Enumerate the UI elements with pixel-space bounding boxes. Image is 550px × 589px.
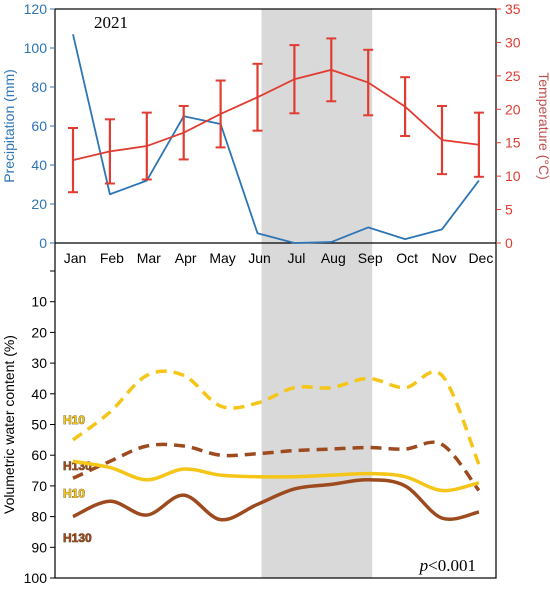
temperature-error-bar [473, 111, 484, 178]
water-content-axis-label: Volumetric water content (%) [1, 335, 17, 514]
temperature-error-bar [326, 37, 337, 103]
temperature-tick-label: 10 [505, 168, 521, 184]
month-axis-labels: Jan Feb Mar Apr May Jun Jul Aug Sep Oct Nov Dec [64, 250, 494, 266]
month-label: May [209, 250, 235, 266]
temperature-error-bar [437, 104, 447, 176]
temperature-tick-label: 35 [505, 1, 521, 17]
panel-title-year: 2021 [94, 13, 128, 32]
temperature-series [68, 37, 484, 194]
water-content-tick-label: 70 [31, 478, 47, 494]
water-content-tick-label: 30 [31, 355, 47, 371]
month-label: Oct [396, 250, 418, 266]
month-label: Mar [137, 250, 161, 266]
precipitation-axis-ticks: 0 20 40 60 80 100 120 [24, 1, 55, 251]
temperature-error-bar [68, 127, 78, 194]
water-content-tick-label: 50 [31, 417, 47, 433]
precipitation-tick-label: 40 [31, 157, 47, 173]
precipitation-axis-label: Precipitation (mm) [1, 69, 17, 183]
dashed-h10-line [71, 369, 481, 466]
temperature-axis-ticks: 0 5 10 15 20 25 30 35 [496, 1, 521, 251]
temperature-tick-label: 15 [505, 135, 521, 151]
series-label-h10: H10 [63, 413, 85, 427]
plot-frame [54, 8, 497, 579]
temperature-error-bar [178, 104, 189, 161]
water-content-tick-label: 10 [31, 294, 47, 310]
bottom-panel-soil-moisture: 10 20 30 40 50 60 70 80 90 100 Volumetric water c… [1, 270, 481, 586]
month-label: Jan [64, 250, 87, 266]
water-content-tick-label: 90 [31, 539, 47, 555]
solid-h130-line [72, 478, 480, 522]
p-value-annotation: p<0.001 [419, 556, 476, 575]
temperature-tick-label: 5 [505, 202, 513, 218]
temperature-error-bar [289, 44, 300, 115]
month-label: Aug [321, 250, 346, 266]
temperature-axis-label: Temperature (°C) [536, 72, 550, 180]
temperature-line [72, 68, 480, 161]
temperature-error-bar [141, 111, 152, 181]
precipitation-tick-label: 60 [31, 118, 47, 134]
water-content-tick-label: 60 [31, 447, 47, 463]
series-label-h10: H10 [63, 487, 85, 501]
dashed-h130-line [72, 440, 481, 492]
temperature-error-bar [104, 118, 115, 185]
precipitation-tick-label: 20 [31, 196, 47, 212]
temperature-tick-label: 20 [505, 101, 521, 117]
water-content-tick-label: 100 [24, 570, 48, 586]
precipitation-line [72, 34, 480, 244]
precipitation-series [72, 34, 480, 244]
precipitation-tick-label: 120 [24, 1, 48, 17]
temperature-error-bar [252, 62, 263, 132]
temperature-error-bar [400, 76, 411, 138]
temperature-tick-label: 30 [505, 34, 521, 50]
temperature-error-bar [363, 48, 374, 117]
series-label-h130: H130 [63, 531, 92, 545]
temperature-tick-label: 25 [505, 68, 521, 84]
solid-h10-line [72, 459, 480, 493]
precipitation-tick-label: 100 [24, 40, 48, 56]
month-label: Feb [100, 250, 124, 266]
temperature-tick-label: 0 [505, 235, 513, 251]
water-content-tick-label: 40 [31, 386, 47, 402]
summer-shaded-band [261, 9, 373, 578]
month-label: Jun [248, 250, 271, 266]
month-label: Nov [432, 250, 457, 266]
water-content-tick-label: 20 [31, 324, 47, 340]
month-label: Jul [287, 250, 305, 266]
p-value-threshold: <0.001 [428, 556, 476, 575]
water-content-tick-label: 80 [31, 509, 47, 525]
temperature-error-bar [215, 79, 226, 149]
top-panel-climate: 2021 0 20 40 60 80 100 120 0 5 10 15 20 25 30 35 Prec… [1, 1, 550, 251]
month-label: Dec [468, 250, 493, 266]
month-label: Apr [175, 250, 197, 266]
p-value-symbol: p [419, 556, 429, 575]
precipitation-tick-label: 0 [39, 235, 47, 251]
precipitation-tick-label: 80 [31, 79, 47, 95]
month-label: Sep [358, 250, 383, 266]
water-content-axis-ticks: 10 20 30 40 50 60 70 80 90 100 [24, 270, 55, 586]
